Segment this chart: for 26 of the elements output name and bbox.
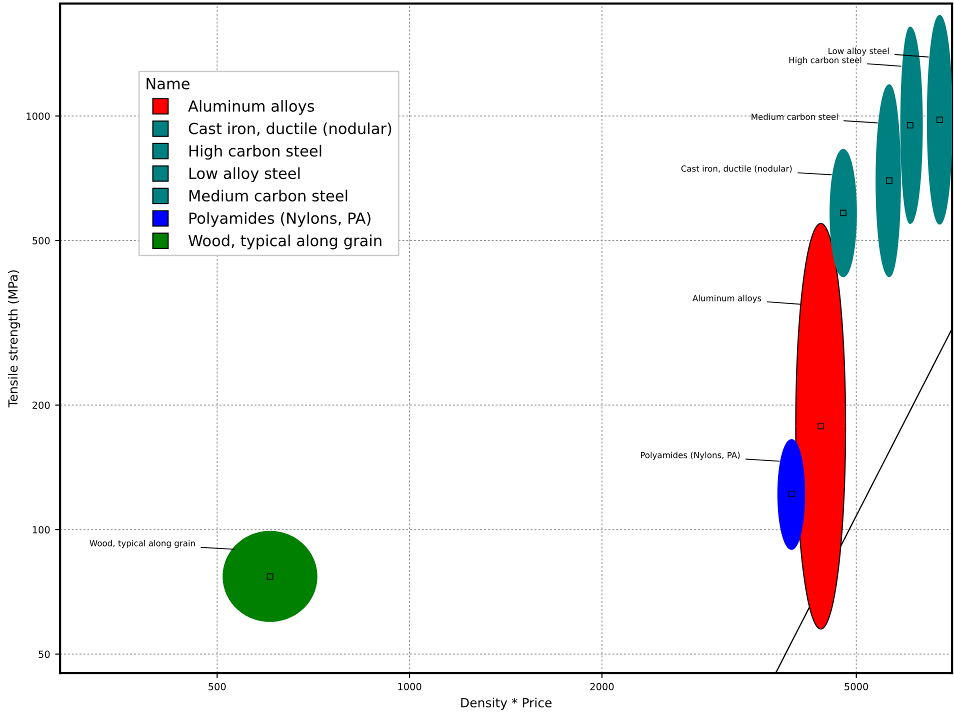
legend-label: Aluminum alloys [188,100,314,115]
legend-title: Name [146,78,190,90]
x-tick-label: 2000 [590,682,614,690]
y-tick-label: 100 [32,526,50,534]
y-tick-label: 50 [38,650,50,658]
legend-label: Cast iron, ductile (nodular) [188,122,392,136]
text: Polyamides (Nylons, PA) [640,452,740,460]
text: Medium carbon steel [752,114,838,120]
text: Cast iron, ductile (nodular) [681,165,792,173]
legend-label: Medium carbon steel [189,190,348,202]
legend-label: Polyamides (Nylons, PA) [189,212,370,227]
x-axis-title: Density * Price [461,698,552,710]
legend-label: Low alloy steel [189,167,300,182]
text: Low alloy steel [828,48,889,56]
text: Wood, typical along grain [90,540,195,548]
text: High carbon steel [789,56,862,65]
y-tick-label: 1000 [26,112,50,120]
x-tick-label: 500 [208,682,226,690]
legend-label: High carbon steel [189,144,322,160]
text: Aluminum alloys [692,294,762,303]
y-tick-label: 500 [32,236,50,244]
x-tick-label: 1000 [398,682,422,690]
y-axis-title: Tensile strength (MPa) [8,270,20,408]
legend-label: Wood, typical along grain [188,234,382,250]
y-tick-label: 200 [32,402,50,409]
x-tick-label: 5000 [844,682,868,690]
